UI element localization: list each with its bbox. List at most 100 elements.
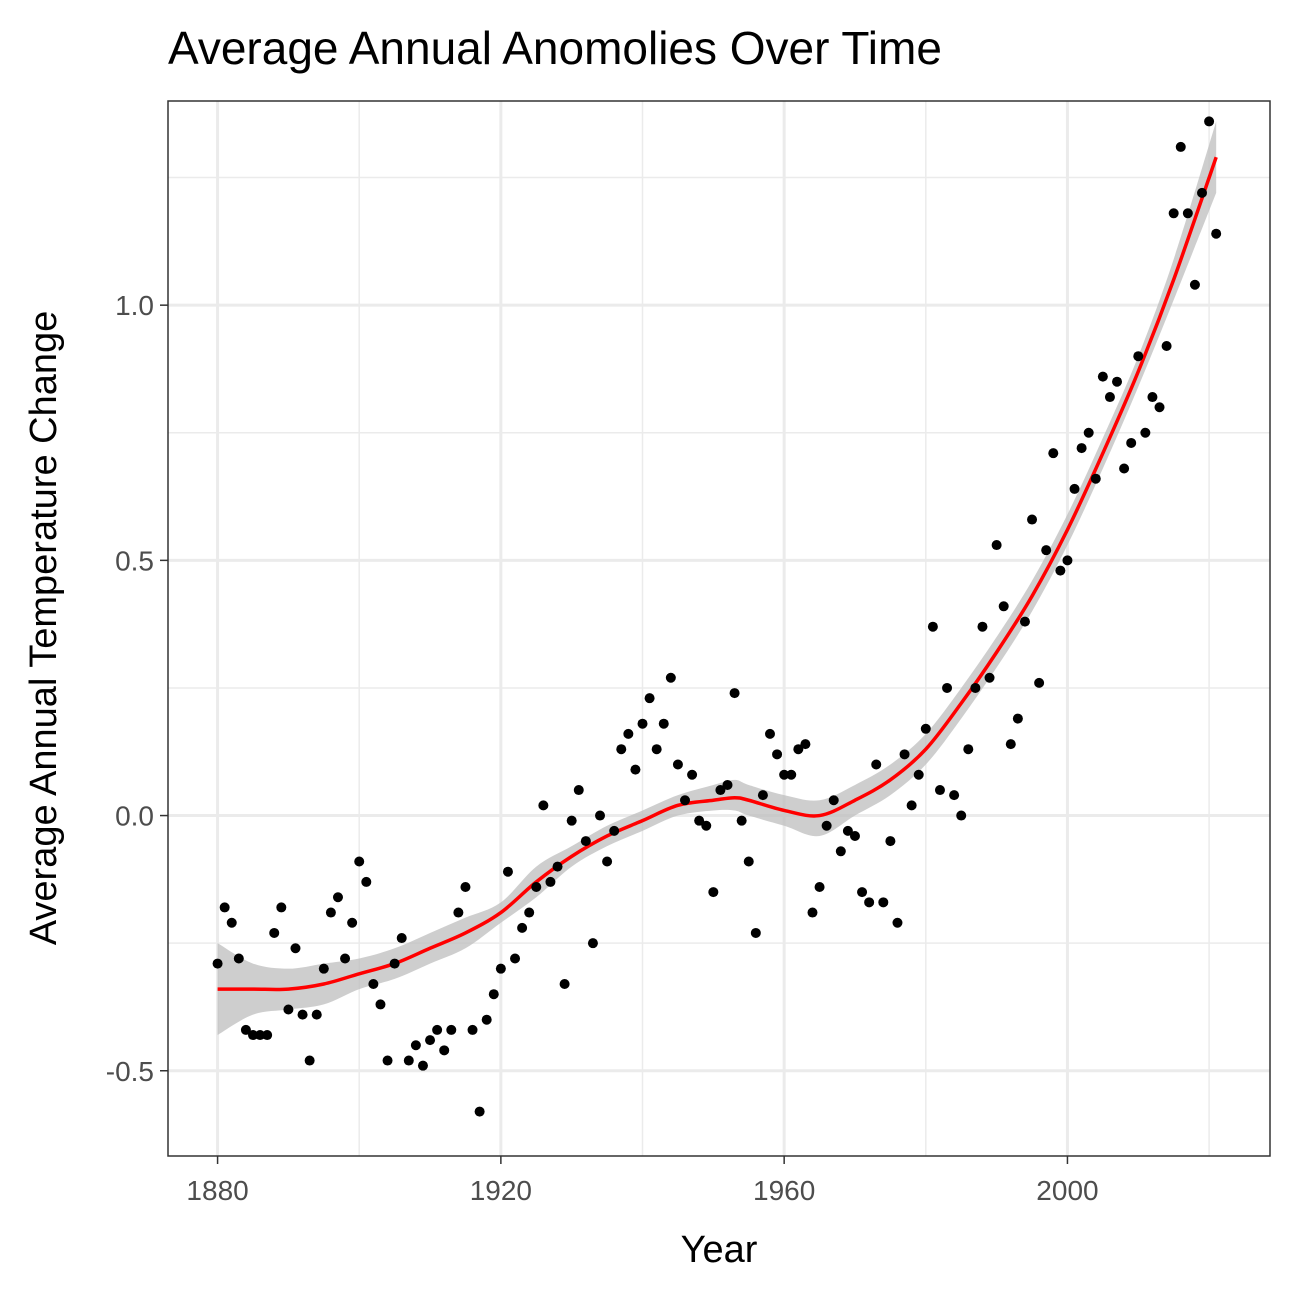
data-point xyxy=(942,682,953,693)
data-point xyxy=(977,621,988,632)
y-axis-title: Average Annual Temperature Change xyxy=(23,311,65,946)
y-tick-label: 0.0 xyxy=(115,801,154,832)
data-point xyxy=(920,723,931,734)
data-point xyxy=(460,882,471,893)
data-point xyxy=(396,933,407,944)
data-point xyxy=(623,728,634,739)
data-point xyxy=(1005,739,1016,750)
data-point xyxy=(729,688,740,699)
data-point xyxy=(1083,427,1094,438)
data-point xyxy=(757,790,768,801)
data-point xyxy=(602,856,613,867)
data-point xyxy=(425,1035,436,1046)
data-point xyxy=(580,836,591,847)
data-point xyxy=(559,978,570,989)
data-point xyxy=(1175,141,1186,152)
data-point xyxy=(927,621,938,632)
x-axis-title: Year xyxy=(681,1229,758,1271)
plot-panel xyxy=(167,100,1271,1157)
data-point xyxy=(750,927,761,938)
data-point xyxy=(849,830,860,841)
data-point xyxy=(934,785,945,796)
data-point xyxy=(1133,351,1144,362)
data-point xyxy=(566,815,577,826)
data-point xyxy=(1104,392,1115,403)
data-point xyxy=(786,769,797,780)
data-point xyxy=(949,790,960,801)
data-point xyxy=(814,882,825,893)
data-point xyxy=(1126,437,1137,448)
data-point xyxy=(226,917,237,928)
data-point xyxy=(743,856,754,867)
data-point xyxy=(354,856,365,867)
data-point xyxy=(998,601,1009,612)
x-tick-label: 1960 xyxy=(753,1175,815,1206)
data-point xyxy=(800,739,811,750)
data-point xyxy=(672,759,683,770)
data-point xyxy=(722,779,733,790)
data-point xyxy=(495,963,506,974)
data-point xyxy=(332,892,343,903)
data-point xyxy=(878,897,889,908)
data-point xyxy=(1161,340,1172,351)
data-point xyxy=(1027,514,1038,525)
data-point xyxy=(963,744,974,755)
data-point xyxy=(453,907,464,918)
data-point xyxy=(283,1004,294,1015)
data-point xyxy=(467,1024,478,1035)
data-point xyxy=(701,820,712,831)
data-point xyxy=(835,846,846,857)
data-point xyxy=(410,1040,421,1051)
data-point xyxy=(1154,402,1165,413)
data-point xyxy=(382,1055,393,1066)
data-point xyxy=(871,759,882,770)
data-point xyxy=(595,810,606,821)
data-point xyxy=(793,744,804,755)
data-point xyxy=(708,887,719,898)
data-point xyxy=(1034,677,1045,688)
data-point xyxy=(212,958,223,969)
data-point xyxy=(644,693,655,704)
data-point xyxy=(665,672,676,683)
data-point xyxy=(715,785,726,796)
data-point xyxy=(764,728,775,739)
data-point xyxy=(325,907,336,918)
data-point xyxy=(340,953,351,964)
data-point xyxy=(807,907,818,918)
x-tick-label: 1880 xyxy=(186,1175,248,1206)
data-point xyxy=(1168,208,1179,219)
chart-title: Average Annual Anomolies Over Time xyxy=(168,22,942,74)
data-point xyxy=(956,810,967,821)
data-point xyxy=(304,1055,315,1066)
data-point xyxy=(1197,187,1208,198)
data-point xyxy=(1112,376,1123,387)
data-point xyxy=(651,744,662,755)
data-point xyxy=(885,836,896,847)
data-point xyxy=(1119,463,1130,474)
data-point xyxy=(1012,713,1023,724)
data-point xyxy=(892,917,903,928)
data-point xyxy=(417,1060,428,1071)
data-point xyxy=(1090,473,1101,484)
y-tick-label: 0.5 xyxy=(115,545,154,576)
data-point xyxy=(290,943,301,954)
data-point xyxy=(389,958,400,969)
data-point xyxy=(857,887,868,898)
data-point xyxy=(255,1030,266,1041)
data-point xyxy=(368,978,379,989)
data-point xyxy=(970,682,981,693)
data-point xyxy=(269,927,280,938)
y-tick-label: -0.5 xyxy=(106,1056,154,1087)
data-point xyxy=(828,795,839,806)
data-point xyxy=(531,882,542,893)
data-point xyxy=(694,815,705,826)
data-point xyxy=(439,1045,450,1056)
data-point xyxy=(517,922,528,933)
data-point xyxy=(779,769,790,780)
data-point xyxy=(474,1106,485,1117)
data-point xyxy=(821,820,832,831)
data-point xyxy=(913,769,924,780)
x-tick-label: 2000 xyxy=(1036,1175,1098,1206)
data-point xyxy=(240,1024,251,1035)
data-point xyxy=(510,953,521,964)
